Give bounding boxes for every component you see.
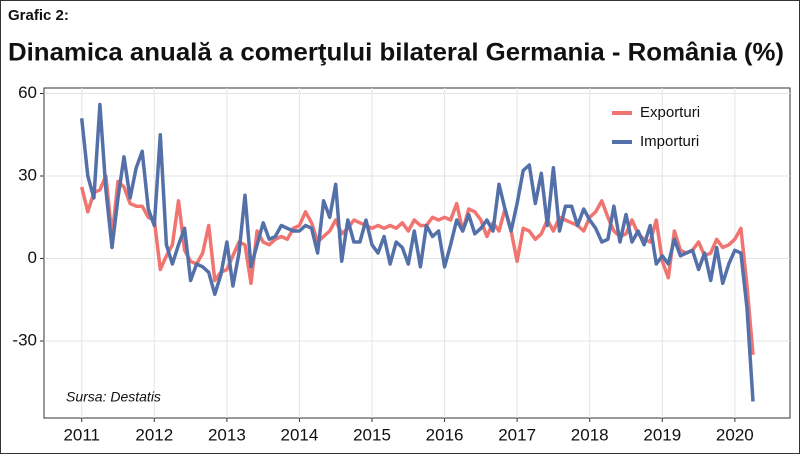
- x-tick-label: 2016: [426, 425, 464, 444]
- y-tick-label: 30: [18, 165, 37, 184]
- y-tick-label: 60: [18, 83, 37, 102]
- chart-label: Grafic 2:: [8, 7, 69, 24]
- x-tick-label: 2013: [208, 425, 246, 444]
- chart-title: Dinamica anuală a comerţului bilateral G…: [8, 39, 784, 67]
- series-line: [79, 102, 755, 402]
- x-tick-label: 2011: [63, 425, 100, 444]
- x-tick-label: 2017: [498, 425, 536, 444]
- x-tick-label: 2019: [643, 425, 681, 444]
- source-note: Sursa: Destatis: [66, 389, 161, 405]
- x-tick-label: 2014: [281, 425, 319, 444]
- legend-label: Importuri: [640, 133, 699, 150]
- y-tick-label: 0: [28, 248, 37, 267]
- x-tick-label: 2012: [135, 425, 173, 444]
- legend-label: Exporturi: [640, 104, 700, 121]
- x-tick-label: 2018: [571, 425, 609, 444]
- y-tick-label: -30: [12, 330, 37, 349]
- x-tick-label: 2020: [716, 425, 754, 444]
- x-tick-label: 2015: [353, 425, 391, 444]
